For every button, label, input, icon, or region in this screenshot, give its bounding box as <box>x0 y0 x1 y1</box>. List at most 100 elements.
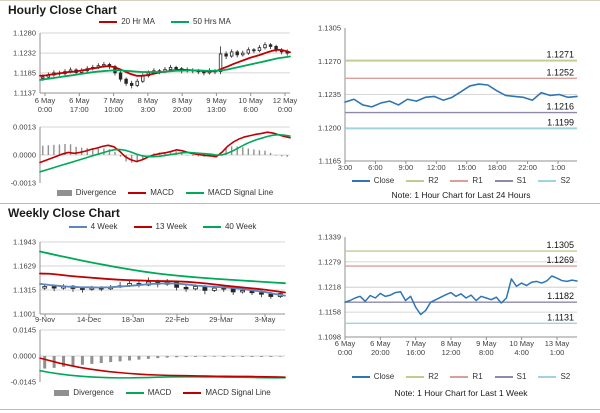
svg-text:9-Nov: 9-Nov <box>35 315 55 324</box>
legend-item-r2: R2 <box>406 176 438 185</box>
svg-text:7 May: 7 May <box>103 96 124 105</box>
svg-text:1.1200: 1.1200 <box>318 123 341 132</box>
svg-text:0:00: 0:00 <box>338 348 353 357</box>
gray-bar-swatch <box>54 389 70 396</box>
red-line-swatch <box>133 225 152 228</box>
legend-label: MACD <box>147 388 172 397</box>
legend-item-divergence: Divergence <box>54 388 114 397</box>
svg-text:20:00: 20:00 <box>371 348 390 357</box>
legend-label: R2 <box>428 372 439 381</box>
legend-item-s2: S2 <box>538 176 570 185</box>
gray-bar-swatch <box>56 189 72 196</box>
svg-text:1.1280: 1.1280 <box>13 29 36 38</box>
purple-line-swatch <box>494 375 513 378</box>
green-line-swatch <box>171 20 189 23</box>
svg-text:10:00: 10:00 <box>104 105 123 114</box>
svg-text:4:00: 4:00 <box>514 348 529 357</box>
svg-text:17:00: 17:00 <box>70 105 89 114</box>
legend-item-r1: R1 <box>450 372 483 381</box>
legend-item-divergence: Divergence <box>56 188 117 197</box>
svg-text:1.1235: 1.1235 <box>318 90 341 99</box>
legend-item-s1: S1 <box>494 372 527 381</box>
legend-label: S2 <box>560 372 571 381</box>
legend-label: R1 <box>472 176 483 185</box>
svg-text:1.1216: 1.1216 <box>546 102 574 112</box>
svg-text:3:00: 3:00 <box>338 163 353 172</box>
svg-text:1.1271: 1.1271 <box>546 49 574 59</box>
svg-text:9 May: 9 May <box>476 339 497 348</box>
svg-text:1.1270: 1.1270 <box>318 57 341 66</box>
olive-line-swatch <box>406 375 425 378</box>
blue-line-swatch <box>351 375 370 378</box>
svg-text:0.0000: 0.0000 <box>13 352 36 361</box>
svg-text:22:00: 22:00 <box>518 163 537 172</box>
svg-text:6:00: 6:00 <box>243 105 258 114</box>
bottom-divider <box>0 409 600 410</box>
legend-item-close: Close <box>351 372 394 381</box>
svg-text:-0.0145: -0.0145 <box>11 378 36 387</box>
svg-text:1.1158: 1.1158 <box>319 308 341 317</box>
svg-text:1.1269: 1.1269 <box>546 255 574 265</box>
svg-text:1.1305: 1.1305 <box>318 24 341 33</box>
svg-text:8 May: 8 May <box>441 339 462 348</box>
svg-text:10 May: 10 May <box>238 96 263 105</box>
legend-item-s2: S2 <box>538 372 570 381</box>
svg-text:6 May: 6 May <box>69 96 90 105</box>
svg-text:1.1232: 1.1232 <box>13 49 36 58</box>
cyan-line-swatch <box>538 375 557 378</box>
svg-text:1.1182: 1.1182 <box>547 291 574 301</box>
legend-label: Close <box>373 176 395 185</box>
hourly-ma-legend: 20 Hr MA 50 Hrs MA <box>40 17 290 26</box>
svg-text:0:00: 0:00 <box>278 105 293 114</box>
svg-text:6:00: 6:00 <box>368 163 383 172</box>
legend-item-50hr-ma: 50 Hrs MA <box>171 17 231 26</box>
legend-label: 13 Week <box>155 222 187 231</box>
legend-label: R2 <box>428 176 439 185</box>
svg-text:1:00: 1:00 <box>550 348 565 357</box>
legend-label: S1 <box>516 372 527 381</box>
hourly-chart-title: Hourly Close Chart <box>8 3 117 17</box>
svg-text:0.0000: 0.0000 <box>13 151 36 160</box>
legend-item-s1: S1 <box>494 176 526 185</box>
legend-item-40week: 40 Week <box>202 222 257 231</box>
svg-text:1.1305: 1.1305 <box>546 240 574 250</box>
svg-text:29-Mar: 29-Mar <box>209 315 233 324</box>
svg-text:3:00: 3:00 <box>141 105 156 114</box>
svg-text:0:00: 0:00 <box>38 105 53 114</box>
day-pivot-legend: Close R2 R1 S1 S2 <box>345 176 577 185</box>
svg-text:18:00: 18:00 <box>488 163 507 172</box>
svg-text:0.0145: 0.0145 <box>13 326 36 335</box>
svg-text:12 May: 12 May <box>273 96 298 105</box>
red-line-swatch <box>99 20 118 23</box>
svg-text:3-May: 3-May <box>255 315 276 324</box>
svg-text:1.1218: 1.1218 <box>318 283 341 292</box>
svg-text:8 May: 8 May <box>172 96 193 105</box>
svg-text:1.1185: 1.1185 <box>14 68 36 77</box>
svg-text:15:00: 15:00 <box>457 163 476 172</box>
purple-line-swatch <box>494 179 513 182</box>
legend-label: MACD Signal Line <box>207 188 274 197</box>
red-line-swatch <box>128 191 147 194</box>
svg-text:1.1315: 1.1315 <box>13 286 36 295</box>
legend-label: S2 <box>560 176 571 185</box>
salmon-line-swatch <box>450 179 469 182</box>
top-divider <box>0 0 600 1</box>
legend-item-20hr-ma: 20 Hr MA <box>99 17 155 26</box>
svg-text:13:00: 13:00 <box>207 105 226 114</box>
legend-label: Divergence <box>75 188 117 197</box>
svg-text:1.1165: 1.1165 <box>319 157 341 166</box>
svg-text:18-Jan: 18-Jan <box>122 315 145 324</box>
svg-text:1.1001: 1.1001 <box>13 310 36 319</box>
legend-item-macd-signal: MACD Signal Line <box>185 188 274 197</box>
svg-text:1.1943: 1.1943 <box>13 238 36 247</box>
legend-item-macd: MACD <box>128 188 174 197</box>
legend-item-close: Close <box>351 176 395 185</box>
svg-text:0.0013: 0.0013 <box>13 123 36 132</box>
legend-label: 40 Week <box>224 222 257 231</box>
legend-item-macd-signal: MACD Signal Line <box>183 388 271 397</box>
svg-text:8 May: 8 May <box>138 96 159 105</box>
red-line-swatch <box>183 391 202 394</box>
legend-item-r2: R2 <box>406 372 438 381</box>
legend-item-13week: 13 Week <box>133 222 187 231</box>
